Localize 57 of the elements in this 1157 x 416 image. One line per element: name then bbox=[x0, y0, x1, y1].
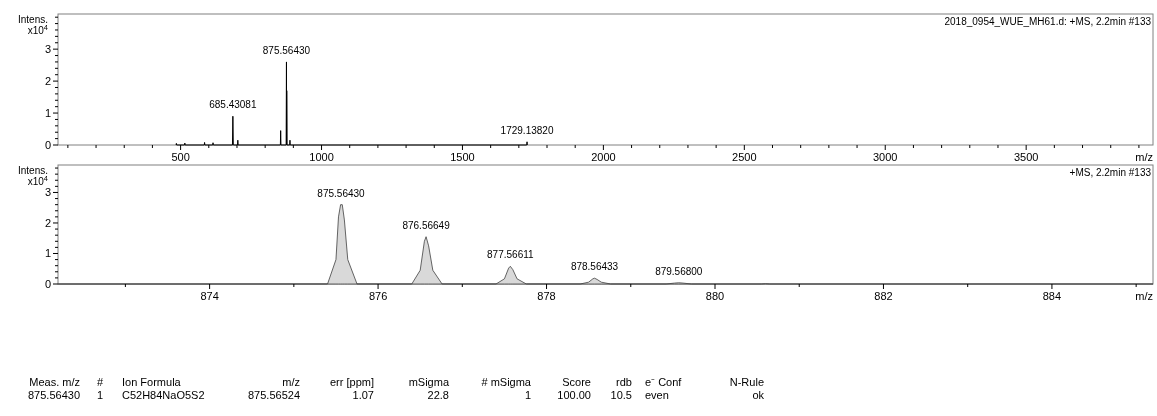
text: Ion Formula bbox=[122, 376, 182, 388]
text: mSigma bbox=[408, 376, 450, 388]
y-tick-label: 0 bbox=[44, 278, 51, 290]
annotation: 685.43081 bbox=[209, 99, 257, 111]
y-axis-title: Intens. x10$^{4}$ bbox=[17, 14, 48, 36]
x-tick-label: 500 bbox=[171, 151, 190, 163]
y-tick-label: 2 bbox=[44, 216, 51, 229]
annotation: 1729.13820 bbox=[500, 124, 554, 136]
annotation: 878.56433 bbox=[570, 261, 619, 273]
text: # bbox=[96, 376, 104, 388]
x-tick-label: 3000 bbox=[873, 151, 898, 163]
text: 1 bbox=[96, 389, 104, 401]
text: err [ppm] bbox=[329, 376, 374, 388]
annotation: 876.56649 bbox=[402, 219, 451, 231]
text: even bbox=[645, 389, 669, 401]
text: 875.56524 bbox=[248, 389, 300, 401]
annotation: 877.56611 bbox=[487, 249, 535, 261]
text: e⁻ Conf bbox=[645, 376, 683, 388]
x-axis-title: m/z bbox=[1135, 151, 1153, 163]
text: 22.8 bbox=[427, 389, 449, 401]
x-tick-label: 882 bbox=[874, 290, 893, 302]
y-tick-label: 0 bbox=[44, 139, 51, 151]
annotation: 875.56430 bbox=[317, 187, 366, 199]
text: m/z bbox=[282, 376, 300, 388]
annotation: 879.56800 bbox=[655, 265, 703, 277]
x-tick-label: 3500 bbox=[1013, 151, 1039, 163]
text: N-Rule bbox=[729, 376, 764, 388]
text: Score bbox=[562, 376, 591, 388]
text: rdb bbox=[616, 376, 632, 388]
text: 100.00 bbox=[557, 389, 591, 401]
x-tick-label: 1500 bbox=[450, 151, 475, 163]
y-tick-label: 3 bbox=[44, 43, 51, 56]
text: ok bbox=[752, 389, 765, 401]
x-tick-label: 2000 bbox=[591, 151, 616, 163]
text: 1.07 bbox=[352, 389, 374, 401]
text: 1 bbox=[524, 389, 531, 401]
x-tick-label: 884 bbox=[1042, 290, 1062, 302]
text: Meas. m/z bbox=[29, 376, 80, 388]
x-tick-label: 880 bbox=[705, 290, 725, 302]
text: C52H84NaO5S2 bbox=[122, 389, 205, 401]
x-tick-label: 878 bbox=[537, 290, 556, 302]
y-tick-label: 2 bbox=[44, 75, 51, 88]
text: 875.56430 bbox=[28, 389, 80, 401]
y-tick-label: 1 bbox=[44, 247, 51, 260]
x-axis-title: m/z bbox=[1135, 290, 1153, 302]
x-tick-label: 2500 bbox=[732, 151, 757, 163]
annotation: 2018_0954_WUE_MH61.d: +MS, 2.2min #133 bbox=[944, 16, 1152, 27]
text: # mSigma bbox=[481, 376, 532, 388]
x-tick-label: 876 bbox=[368, 290, 388, 302]
annotation: +MS, 2.2min #133 bbox=[1069, 167, 1152, 178]
annotation: 875.56430 bbox=[262, 44, 311, 56]
text: 10.5 bbox=[610, 389, 632, 401]
y-axis-title: Intens. x10$^{4}$ bbox=[17, 165, 48, 187]
y-tick-label: 3 bbox=[44, 186, 51, 199]
x-tick-label: 874 bbox=[200, 290, 219, 302]
x-tick-label: 1000 bbox=[309, 151, 334, 163]
y-tick-label: 1 bbox=[44, 107, 51, 120]
